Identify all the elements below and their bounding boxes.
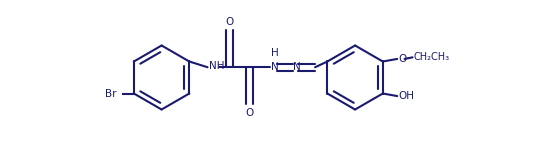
Text: NH: NH bbox=[209, 61, 225, 71]
Text: H: H bbox=[271, 48, 279, 58]
Text: O: O bbox=[226, 17, 234, 27]
Text: Br: Br bbox=[105, 89, 116, 98]
Text: N: N bbox=[293, 62, 300, 72]
Text: O: O bbox=[246, 108, 254, 118]
Text: N: N bbox=[271, 62, 279, 72]
Text: OH: OH bbox=[398, 91, 414, 101]
Text: CH₂CH₃: CH₂CH₃ bbox=[413, 52, 450, 62]
Text: O: O bbox=[398, 54, 406, 64]
